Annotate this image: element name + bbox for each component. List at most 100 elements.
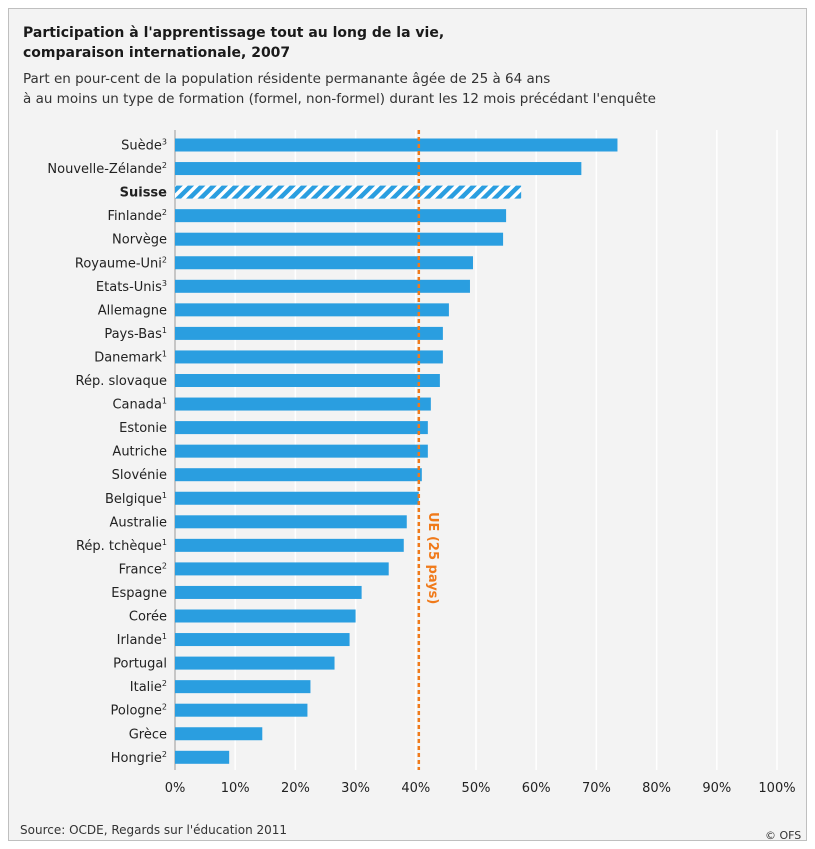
x-tick-label: 80% — [642, 781, 671, 796]
category-name: Danemark — [94, 350, 162, 365]
category-label: Nouvelle-Zélande2 — [47, 161, 167, 177]
x-tick-label: 30% — [341, 781, 370, 796]
footnote-marker: 2 — [162, 679, 167, 688]
bar — [175, 162, 581, 175]
category-name: Royaume-Uni — [75, 256, 162, 271]
x-tick-label: 10% — [221, 781, 250, 796]
bar — [175, 633, 350, 646]
footnote-marker: 3 — [162, 279, 167, 288]
category-name: Belgique — [105, 492, 162, 507]
bar — [175, 233, 503, 246]
category-name: Pologne — [111, 704, 162, 719]
category-label: Rép. tchèque1 — [76, 538, 167, 554]
x-tick-label: 100% — [758, 781, 795, 796]
footnote-marker: 2 — [162, 161, 167, 170]
bar — [175, 562, 389, 575]
category-label: Autriche — [112, 445, 167, 460]
category-name: France — [119, 562, 162, 577]
bar — [175, 515, 407, 528]
footnote-marker: 1 — [162, 326, 167, 335]
source-note: Source: OCDE, Regards sur l'éducation 20… — [20, 823, 287, 837]
category-label: Estonie — [119, 421, 167, 436]
category-label: Danemark1 — [94, 349, 167, 365]
category-name: Nouvelle-Zélande — [47, 162, 162, 177]
category-name: Grèce — [129, 727, 167, 742]
footnote-marker: 2 — [162, 703, 167, 712]
category-label: Allemagne — [98, 303, 167, 318]
bar — [175, 280, 470, 293]
category-name: Suède — [121, 139, 162, 154]
category-label: Norvège — [112, 233, 167, 248]
category-name: Estonie — [119, 421, 167, 436]
category-label: Hongrie2 — [111, 750, 167, 766]
category-name: Espagne — [111, 586, 167, 601]
category-name: Irlande — [117, 633, 162, 648]
reference-line-label: UE (25 pays) — [425, 512, 440, 604]
category-label: Pays-Bas1 — [104, 326, 167, 342]
category-name: Hongrie — [111, 751, 162, 766]
category-label: France2 — [119, 561, 167, 577]
category-name: Etats-Unis — [96, 280, 162, 295]
bar — [175, 209, 506, 222]
category-label: Irlande1 — [117, 632, 167, 648]
footnote-marker: 1 — [162, 349, 167, 358]
bar — [175, 680, 310, 693]
category-labels: Suède3Nouvelle-Zélande2SuisseFinlande2No… — [47, 138, 167, 766]
bar — [175, 751, 229, 764]
footnote-marker: 2 — [162, 208, 167, 217]
bar — [175, 468, 422, 481]
category-label: Canada1 — [112, 397, 167, 413]
footnote-marker: 2 — [162, 561, 167, 570]
category-label: Australie — [109, 515, 167, 530]
category-label: Suisse — [120, 186, 168, 201]
category-label: Slovénie — [112, 468, 167, 483]
footnote-marker: 3 — [162, 138, 167, 147]
category-label: Italie2 — [130, 679, 167, 695]
category-label: Rép. slovaque — [76, 374, 167, 389]
x-tick-label: 50% — [462, 781, 491, 796]
category-name: Rép. slovaque — [76, 374, 167, 389]
copyright-note: © OFS — [765, 829, 801, 842]
category-label: Espagne — [111, 586, 167, 601]
category-label: Royaume-Uni2 — [75, 255, 167, 271]
footnote-marker: 2 — [162, 750, 167, 759]
footnote-marker: 1 — [162, 397, 167, 406]
category-name: Corée — [129, 610, 167, 625]
bar — [175, 727, 262, 740]
bar — [175, 421, 428, 434]
x-tick-labels: 0% 10% 20% 30% 40% 50% 60% 70% 80% 90% 100% — [165, 781, 796, 796]
bar — [175, 256, 473, 269]
category-name: Australie — [109, 515, 167, 530]
bar — [175, 303, 449, 316]
x-tick-label: 20% — [281, 781, 310, 796]
bar — [175, 704, 307, 717]
category-label: Belgique1 — [105, 491, 167, 507]
category-name: Canada — [112, 398, 161, 413]
bar — [175, 350, 443, 363]
category-name: Slovénie — [112, 468, 167, 483]
category-label: Suède3 — [121, 138, 167, 154]
bar — [175, 374, 440, 387]
category-label: Portugal — [113, 657, 167, 672]
footnote-marker: 1 — [162, 632, 167, 641]
category-name: Allemagne — [98, 303, 167, 318]
bar — [175, 610, 356, 623]
category-label: Finlande2 — [107, 208, 167, 224]
category-name: Norvège — [112, 233, 167, 248]
category-label: Corée — [129, 610, 167, 625]
x-tick-label: 40% — [401, 781, 430, 796]
category-name: Pays-Bas — [104, 327, 162, 342]
category-label: Grèce — [129, 727, 167, 742]
category-name: Portugal — [113, 657, 167, 672]
category-label: Pologne2 — [111, 703, 167, 719]
bars — [175, 139, 617, 764]
footnote-marker: 2 — [162, 255, 167, 264]
bar — [175, 492, 419, 505]
bar — [175, 539, 404, 552]
bar — [175, 327, 443, 340]
bar — [175, 398, 431, 411]
category-label: Etats-Unis3 — [96, 279, 167, 295]
bar — [175, 445, 428, 458]
bar — [175, 586, 362, 599]
